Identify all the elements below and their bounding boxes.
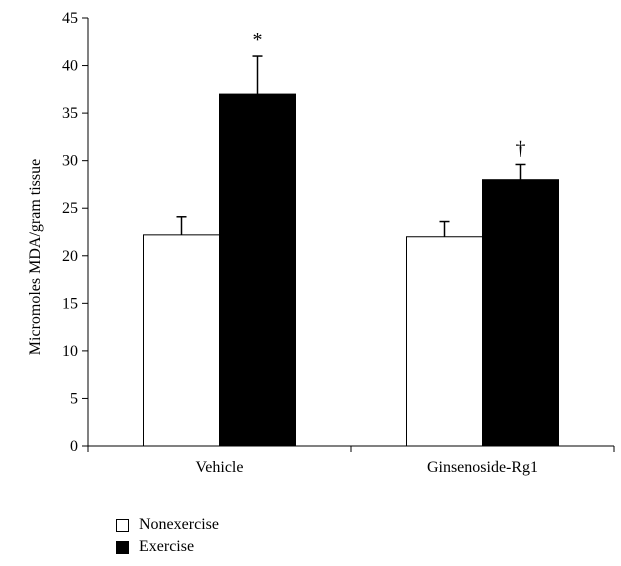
y-tick-label: 10	[62, 343, 78, 360]
legend-label-exercise: Exercise	[139, 538, 195, 555]
legend-swatch-nonexercise	[116, 518, 129, 532]
y-tick-label: 25	[62, 200, 78, 217]
bar-nonexercise-0	[143, 234, 220, 447]
x-tick-label: Ginsenoside-Rg1	[427, 459, 538, 476]
significance-marker: †	[516, 137, 526, 159]
y-tick-label: 15	[62, 295, 78, 312]
y-tick-label: 45	[62, 10, 78, 27]
legend: Nonexercise Exercise	[116, 514, 219, 558]
bar-exercise-0	[219, 93, 296, 447]
y-axis-label: Micromoles MDA/gram tissue	[27, 159, 44, 355]
y-tick-label: 5	[70, 390, 78, 407]
legend-swatch-exercise	[116, 540, 129, 554]
bar-chart: Micromoles MDA/gram tissue 0 5 10 15 20 25 30 3…	[27, 10, 615, 476]
bar-exercise-1	[482, 179, 559, 447]
legend-item-nonexercise: Nonexercise	[116, 514, 219, 536]
legend-label-nonexercise: Nonexercise	[139, 516, 219, 533]
y-tick-label: 20	[62, 248, 78, 265]
y-tick-label: 40	[62, 58, 78, 75]
x-tick-label: Vehicle	[196, 459, 244, 476]
legend-item-exercise: Exercise	[116, 536, 219, 558]
y-tick-label: 35	[62, 105, 78, 122]
bar-nonexercise-1	[406, 236, 483, 447]
y-tick-label: 0	[70, 438, 78, 455]
y-tick-label: 30	[62, 153, 78, 170]
significance-marker: *	[253, 29, 263, 51]
